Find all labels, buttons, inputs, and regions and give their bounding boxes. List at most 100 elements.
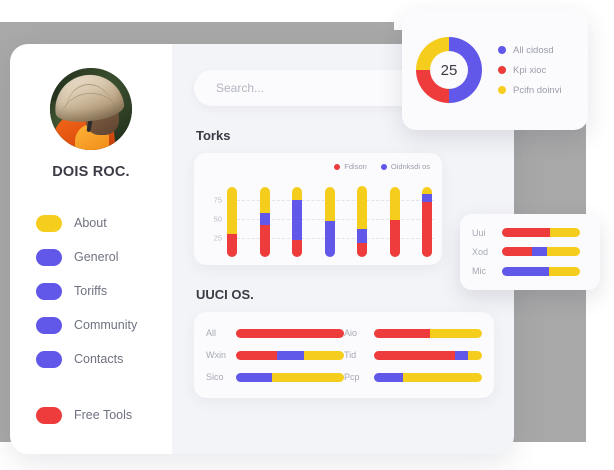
bar-segment: [324, 187, 335, 221]
donut-center-value: 25: [440, 61, 458, 79]
bar-column[interactable]: [422, 187, 432, 257]
donut-legend-dot-icon: [498, 66, 506, 74]
progress-track: [374, 372, 482, 382]
progress-segment: [547, 247, 580, 257]
bar-column[interactable]: [357, 185, 367, 257]
bar-segment: [292, 240, 302, 257]
legend-label: Oidnksdi os: [390, 162, 430, 171]
search-input[interactable]: [214, 80, 418, 96]
bar-segment: [357, 243, 367, 257]
bar-segment: [259, 225, 270, 257]
bar-segment: [292, 187, 302, 201]
sidebar-item-label: Free Tools: [74, 408, 133, 422]
donut-legend-entry: Kpi xioc: [498, 65, 562, 76]
progress-segment: [236, 372, 272, 382]
sidebar-item-label: Community: [74, 318, 138, 332]
progress-segment: [236, 350, 278, 360]
bar-column[interactable]: [324, 187, 335, 257]
list-item[interactable]: Tid: [344, 350, 482, 360]
progress-segment: [502, 228, 551, 238]
list-item[interactable]: Aio: [344, 328, 482, 338]
donut-legend-dot-icon: [498, 46, 506, 54]
dot-icon: [36, 282, 62, 300]
progress-segment: [531, 247, 548, 257]
dot-icon: [36, 214, 62, 232]
list-item[interactable]: Xod: [472, 247, 588, 257]
sidebar-item-label: Contacts: [74, 352, 124, 366]
bar-segment: [357, 185, 367, 229]
list-item[interactable]: All: [206, 328, 344, 338]
bar-segment: [292, 200, 302, 241]
sidebar-item-about[interactable]: About: [36, 206, 172, 240]
list-item[interactable]: Sico: [206, 372, 344, 382]
y-axis-tick-label: 50: [213, 214, 222, 224]
dot-icon: [36, 350, 62, 368]
progress-segment: [374, 328, 431, 338]
bar-segment: [357, 228, 367, 244]
backdrop-cut-top-left: [0, 0, 394, 22]
legend-dot-icon: [334, 163, 341, 170]
progress-segment: [236, 328, 344, 338]
legend-label: Fdison: [344, 162, 367, 171]
list-item-label: Mic: [472, 266, 486, 277]
progress-track: [374, 350, 482, 360]
legend-entry: Oidnksdi os: [380, 162, 430, 171]
progress-track: [236, 372, 344, 382]
donut-legend-label: Kpi xioc: [513, 64, 547, 76]
bar-segment: [227, 187, 237, 235]
progress-segment: [304, 350, 344, 360]
avatar[interactable]: [50, 68, 132, 150]
progress-track: [502, 247, 580, 257]
list-item[interactable]: Uui: [472, 228, 588, 238]
progress-segment: [277, 350, 305, 360]
progress-segment: [271, 372, 344, 382]
bar-segment: [389, 187, 400, 220]
sidebar-item-toriffs[interactable]: Toriffs: [36, 274, 172, 308]
progress-track: [374, 328, 482, 338]
progress-segment: [430, 328, 482, 338]
donut-chart-legend: All cidosd Kpi xioc Pcifn doinvi: [498, 45, 562, 96]
list-item-label: All: [206, 328, 217, 338]
bar-chart-plot-area: 25 50 75: [204, 181, 434, 257]
sidebar-item-generol[interactable]: Generol: [36, 240, 172, 274]
list-item-label: Uui: [472, 227, 486, 238]
sidebar-item-free-tools[interactable]: Free Tools: [36, 398, 172, 432]
bar-chart-card: Fdison Oidnksdi os 25 50 75: [194, 153, 442, 265]
list-column-right: Aio Tid Pcp: [344, 322, 482, 388]
list-card: All Wxin Sico Aio Tid Pcp: [194, 312, 494, 398]
progress-segment: [403, 372, 482, 382]
list-item[interactable]: Pcp: [344, 372, 482, 382]
progress-segment: [502, 266, 549, 276]
list-column-left: All Wxin Sico: [206, 322, 344, 388]
donut-legend-label: Pcifn doinvi: [513, 84, 562, 96]
legend-dot-icon: [380, 163, 387, 170]
bar-segment: [422, 202, 432, 257]
bar-column[interactable]: [389, 187, 400, 257]
sidebar-item-contacts[interactable]: Contacts: [36, 342, 172, 376]
bar-segment: [422, 187, 432, 194]
sidebar-item-community[interactable]: Community: [36, 308, 172, 342]
bar-segment: [259, 212, 270, 226]
bar-column[interactable]: [227, 187, 237, 257]
sidebar: DOIS ROC. About Generol Toriffs Community Co…: [10, 44, 172, 454]
list-item[interactable]: Wxin: [206, 350, 344, 360]
progress-track: [236, 328, 344, 338]
list-item-label: Sico: [206, 372, 224, 382]
sidebar-item-label: Generol: [74, 250, 119, 264]
bar-chart-bars: [227, 181, 432, 257]
list-section-title: UUCI OS.: [196, 287, 254, 302]
donut-legend-entry: All cidosd: [498, 45, 562, 56]
list-item[interactable]: Mic: [472, 266, 588, 276]
bar-column[interactable]: [259, 187, 270, 257]
bar-chart-legend: Fdison Oidnksdi os: [204, 162, 432, 171]
progress-segment: [374, 372, 404, 382]
donut-legend-dot-icon: [498, 86, 506, 94]
list-item-label: Wxin: [206, 350, 226, 360]
dot-icon: [36, 316, 62, 334]
bar-column[interactable]: [292, 187, 302, 257]
progress-track: [502, 266, 580, 276]
donut-chart-card: 25 All cidosd Kpi xioc Pcifn doinvi: [402, 10, 588, 130]
progress-segment: [467, 350, 482, 360]
donut-chart: 25: [416, 37, 482, 103]
